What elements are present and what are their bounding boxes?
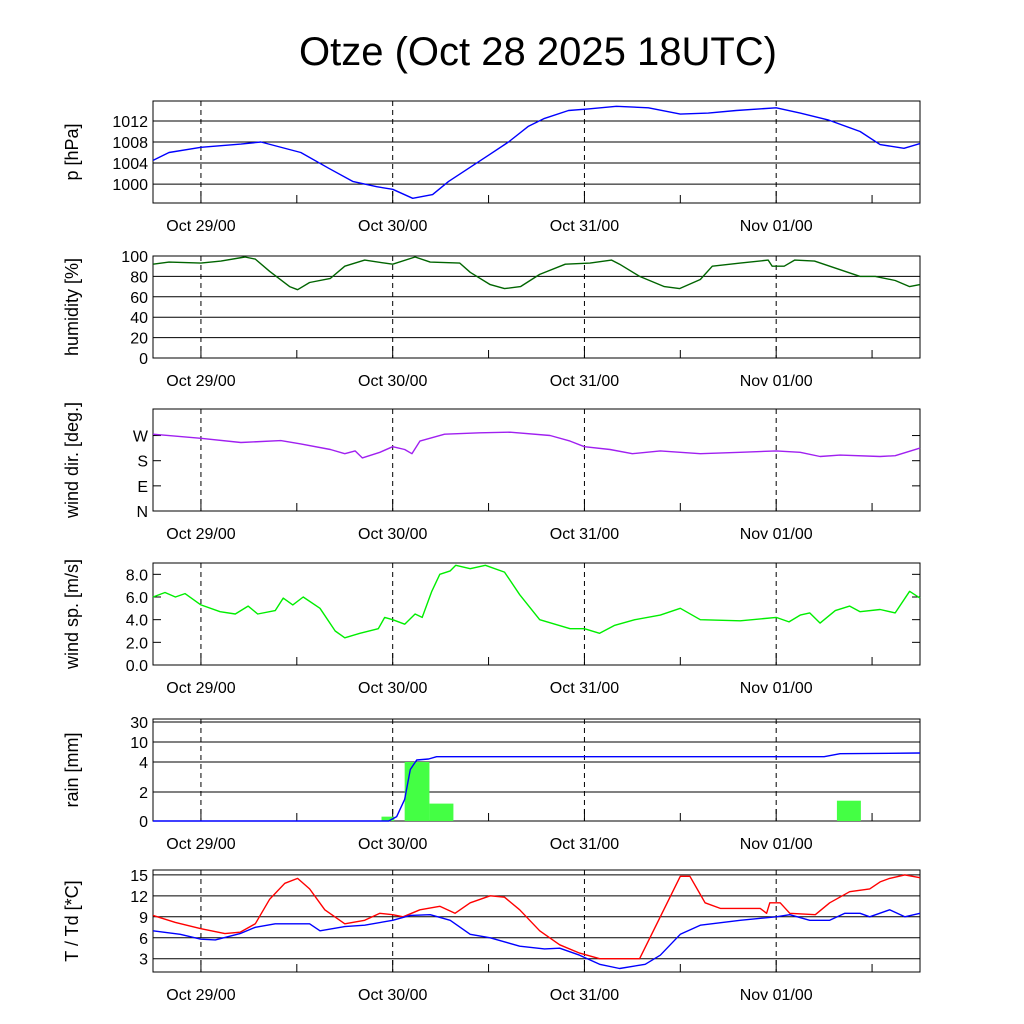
x-tick-label: Oct 29/00	[166, 987, 235, 1004]
x-tick-label: Oct 30/00	[358, 680, 427, 697]
y-tick-label: 1008	[112, 135, 148, 152]
y-tick-label: 2	[139, 785, 148, 802]
x-tick-label: Oct 30/00	[358, 373, 427, 390]
series-line-pressure	[152, 105, 921, 199]
series-line-wind-speed	[152, 564, 921, 639]
rain-bar	[381, 816, 395, 821]
series-line-t	[152, 874, 921, 960]
y-tick-label: 80	[130, 269, 148, 286]
series-line-accumulated-rain	[153, 752, 921, 822]
y-axis-label: wind dir. [deg.]	[62, 402, 82, 519]
y-tick-label: E	[137, 479, 148, 496]
x-tick-label: Oct 31/00	[550, 218, 619, 235]
x-tick-label: Oct 31/00	[550, 526, 619, 543]
plot-frame	[152, 869, 921, 973]
chart-title: Otze (Oct 28 2025 18UTC)	[299, 30, 777, 74]
y-tick-label: 100	[121, 249, 148, 266]
x-tick-label: Oct 31/00	[550, 373, 619, 390]
x-tick-label: Oct 31/00	[550, 836, 619, 853]
y-tick-label: 60	[130, 290, 148, 307]
y-tick-label: 30	[130, 715, 148, 732]
y-axis-label: T / Td [*C]	[62, 880, 82, 961]
x-tick-label: Oct 30/00	[358, 836, 427, 853]
plot-frame	[152, 255, 921, 359]
series-line-td	[152, 909, 921, 970]
x-tick-label: Oct 29/00	[166, 218, 235, 235]
y-tick-label: 6.0	[126, 590, 148, 607]
y-tick-label: 4	[139, 755, 148, 772]
rain-bar	[429, 803, 454, 821]
rain-bar	[836, 800, 861, 821]
plot-frame	[152, 718, 921, 822]
plot-frame	[152, 408, 921, 512]
y-axis-label: rain [mm]	[62, 732, 82, 807]
y-tick-label: 8.0	[126, 567, 148, 584]
plot-frame	[152, 562, 921, 666]
y-tick-label: 3	[139, 952, 148, 969]
y-axis-label: wind sp. [m/s]	[62, 559, 82, 670]
x-tick-label: Nov 01/00	[740, 373, 813, 390]
plot-frame	[152, 100, 921, 204]
y-tick-label: W	[133, 429, 149, 446]
y-tick-label: N	[136, 504, 148, 521]
x-tick-label: Oct 29/00	[166, 373, 235, 390]
y-tick-label: 0	[139, 351, 148, 368]
x-tick-label: Nov 01/00	[740, 526, 813, 543]
y-tick-label: 15	[130, 868, 148, 885]
x-tick-label: Nov 01/00	[740, 836, 813, 853]
y-tick-label: 6	[139, 931, 148, 948]
panel-pressure: 1000 1004 1008 1012 p [hPa] Oct 29/00 Oct 30/0…	[62, 100, 921, 235]
x-tick-label: Oct 29/00	[166, 680, 235, 697]
x-tick-label: Nov 01/00	[740, 680, 813, 697]
series-line-humidity	[152, 256, 921, 291]
y-tick-label: 0.0	[126, 658, 148, 675]
x-tick-label: Oct 30/00	[358, 526, 427, 543]
x-tick-label: Oct 30/00	[358, 218, 427, 235]
x-tick-label: Nov 01/00	[740, 987, 813, 1004]
x-tick-label: Oct 31/00	[550, 680, 619, 697]
panel-temperature: 3 6 9 12 15 T / Td [*C] Oct 29/00 Oct 30/00 Oct …	[62, 868, 921, 1004]
y-tick-label: 1000	[112, 177, 148, 194]
y-axis-label: humidity [%]	[62, 258, 82, 356]
y-axis-label: p [hPa]	[62, 123, 82, 180]
rain-bar	[404, 762, 430, 821]
x-tick-label: Oct 31/00	[550, 987, 619, 1004]
x-tick-label: Nov 01/00	[740, 218, 813, 235]
y-tick-label: 10	[130, 735, 148, 752]
y-tick-label: 1012	[112, 114, 148, 131]
y-tick-label: 9	[139, 910, 148, 927]
panel-humidity: 0 20 40 60 80 100 humidity [%] Oct 29/00 Oct 30/…	[62, 249, 921, 390]
y-tick-label: 2.0	[126, 635, 148, 652]
y-tick-label: 12	[130, 889, 148, 906]
y-tick-label: 20	[130, 331, 148, 348]
panel-rain: 0 2 4 10 30 rain [mm] Oct 29/00 Oct 30/00 Oct 31…	[62, 715, 921, 853]
series-line-wind-direction	[152, 431, 921, 459]
y-tick-label: 0	[139, 814, 148, 831]
y-tick-label: 1004	[112, 156, 148, 173]
panel-wind-speed: 0.0 2.0 4.0 6.0 8.0 wind sp. [m/s] Oct 29/00 Oc…	[62, 559, 921, 697]
x-tick-label: Oct 30/00	[358, 987, 427, 1004]
y-tick-label: S	[137, 454, 148, 471]
x-tick-label: Oct 29/00	[166, 526, 235, 543]
y-tick-label: 40	[130, 310, 148, 327]
x-tick-label: Oct 29/00	[166, 836, 235, 853]
y-tick-label: 4.0	[126, 613, 148, 630]
